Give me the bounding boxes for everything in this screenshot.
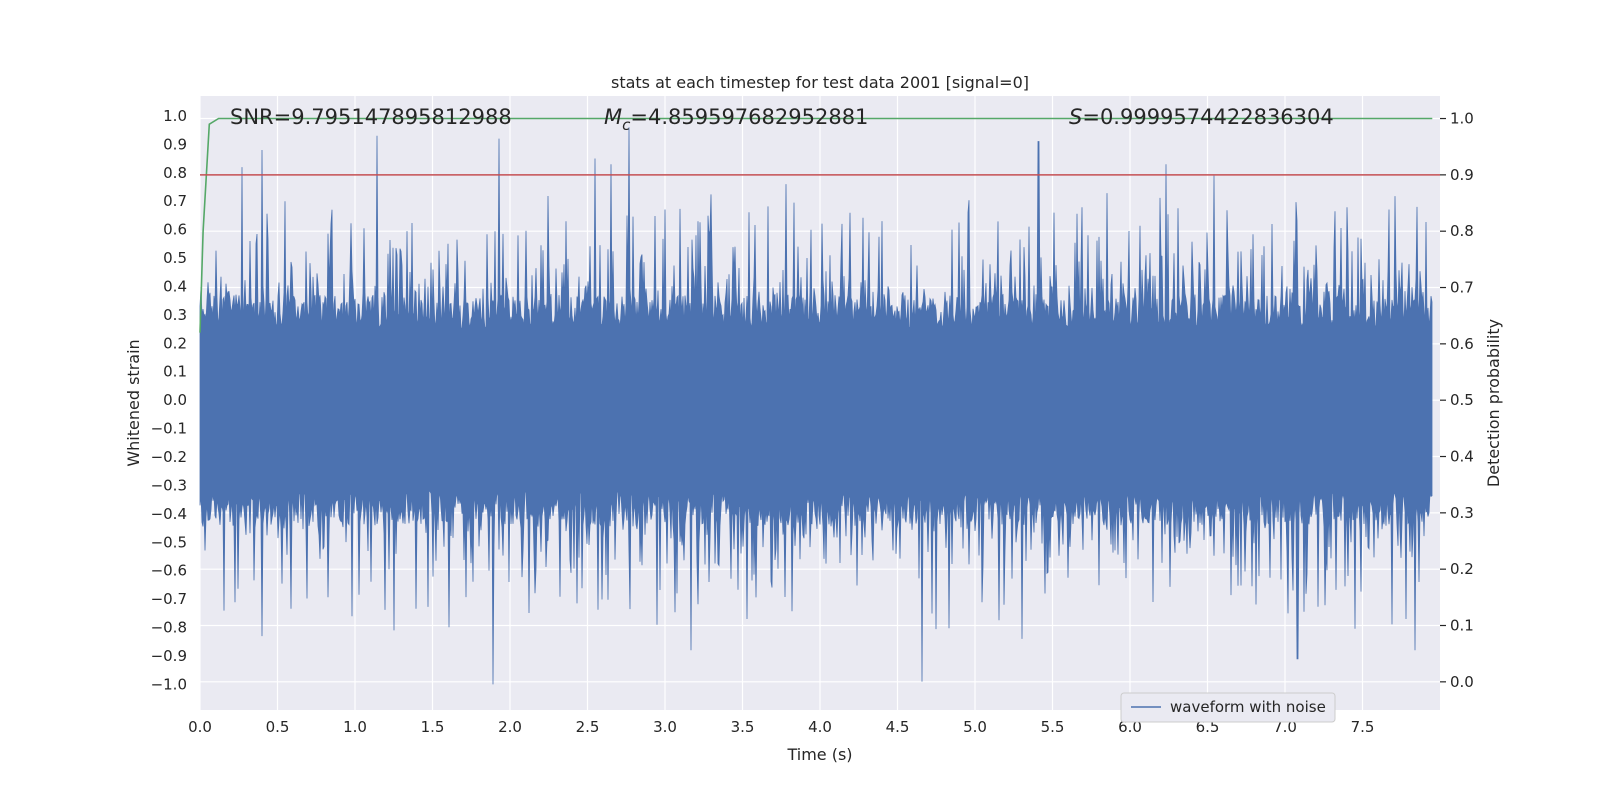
probability-series: [199, 117, 1440, 333]
y-left-tick-label: 0.1: [163, 363, 187, 381]
detection-probability-line: [199, 117, 1433, 333]
x-tick-label: 0.0: [188, 718, 212, 736]
y-left-tick-label: −0.2: [151, 448, 187, 466]
y-left-tick-label: −0.9: [151, 647, 187, 665]
y-left-tick-label: 0.3: [163, 306, 187, 324]
y-right-tick-label: 0.0: [1450, 673, 1474, 691]
x-tick-label: 1.5: [421, 718, 445, 736]
x-tick-label: 5.0: [963, 718, 987, 736]
y-left-tick-label: 0.6: [163, 221, 187, 239]
legend: waveform with noise: [1120, 692, 1336, 723]
x-axis: 0.0 0.5 1.0 1.5 2.0 2.5 3.0 3.5 4.0 4.5 5.0 5.5 6.0 6…: [188, 718, 1374, 736]
y-right-tick-label: 0.5: [1450, 391, 1474, 409]
left-y-axis: −1.0 −0.9 −0.8 −0.7 −0.6 −0.5 −0.4 −0.3 −0.2 −0.1…: [151, 107, 187, 694]
chirp-mass-value: =4.859597682952881: [630, 105, 868, 129]
right-y-axis: 0.0 0.1 0.2 0.3 0.4 0.5 0.6 0.7 0.8 0.9 1.0: [1440, 110, 1474, 691]
y-right-tick-label: 1.0: [1450, 110, 1474, 128]
chart-title: stats at each timestep for test data 200…: [611, 73, 1029, 92]
x-axis-label: Time (s): [786, 745, 852, 764]
right-y-axis-label: Detection probability: [1484, 319, 1503, 487]
waveform-line: [199, 127, 1433, 685]
x-tick-label: 3.0: [653, 718, 677, 736]
x-tick-label: 1.0: [343, 718, 367, 736]
y-left-tick-label: 0.8: [163, 164, 187, 182]
detection-statistic-annotation: S=0.9999574422836304: [1069, 105, 1334, 129]
y-left-tick-label: −0.3: [151, 476, 187, 494]
x-tick-label: 2.5: [576, 718, 600, 736]
y-right-tick-label: 0.9: [1450, 166, 1474, 184]
y-right-tick-label: 0.6: [1450, 335, 1474, 353]
waveform-series: [199, 127, 1433, 685]
chirp-mass-subscript: c: [622, 116, 631, 134]
x-tick-label: 4.0: [808, 718, 832, 736]
y-left-tick-label: −0.7: [151, 590, 187, 608]
y-left-tick-label: −0.4: [151, 505, 187, 523]
left-y-axis-label: Whitened strain: [124, 339, 143, 466]
y-left-tick-label: −0.8: [151, 619, 187, 637]
y-right-tick-label: 0.1: [1450, 617, 1474, 635]
y-left-tick-label: 0.7: [163, 192, 187, 210]
y-right-tick-label: 0.8: [1450, 222, 1474, 240]
snr-annotation: SNR=9.795147895812988: [230, 105, 512, 129]
legend-label: waveform with noise: [1170, 698, 1326, 716]
y-left-tick-label: 0.4: [163, 277, 187, 295]
chirp-mass-annotation: Mc=4.859597682952881: [604, 105, 868, 134]
y-right-tick-label: 0.4: [1450, 448, 1474, 466]
y-left-tick-label: −0.1: [151, 420, 187, 438]
statistic-symbol: S: [1069, 105, 1082, 129]
statistic-value: =0.9999574422836304: [1082, 105, 1333, 129]
x-tick-label: 4.5: [886, 718, 910, 736]
y-left-tick-label: −0.5: [151, 533, 187, 551]
y-left-tick-label: 0.0: [163, 391, 187, 409]
x-tick-label: 3.5: [731, 718, 755, 736]
y-left-tick-label: 1.0: [163, 107, 187, 125]
y-left-tick-label: 0.5: [163, 249, 187, 267]
y-left-tick-label: −1.0: [151, 675, 187, 693]
x-tick-label: 7.5: [1351, 718, 1375, 736]
y-right-tick-label: 0.3: [1450, 504, 1474, 522]
y-right-tick-label: 0.7: [1450, 279, 1474, 297]
y-left-tick-label: 0.9: [163, 135, 187, 153]
y-left-tick-label: −0.6: [151, 562, 187, 580]
legend-box: [1120, 692, 1336, 723]
x-tick-label: 0.5: [266, 718, 290, 736]
y-right-tick-label: 0.2: [1450, 560, 1474, 578]
x-tick-label: 5.5: [1041, 718, 1065, 736]
x-tick-label: 2.0: [498, 718, 522, 736]
chirp-mass-symbol: M: [604, 105, 622, 129]
y-left-tick-label: 0.2: [163, 334, 187, 352]
